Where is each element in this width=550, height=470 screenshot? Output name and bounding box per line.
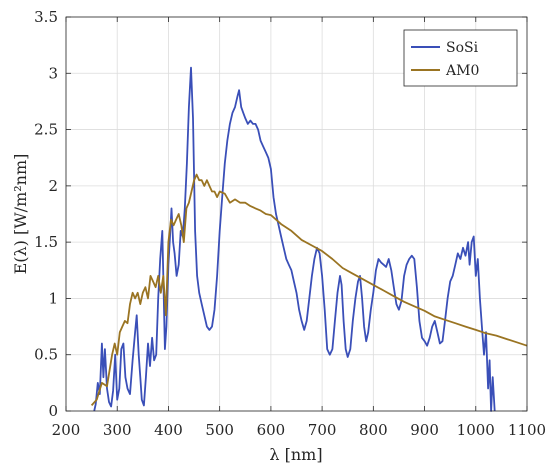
y-tick-label: 0.5 [34,346,58,364]
y-tick-label: 3 [48,64,58,82]
series-layer [90,66,528,412]
legend: SoSi AM0 [403,29,518,87]
x-tick-label: 1100 [508,421,546,439]
y-tick-label: 2.5 [34,121,58,139]
x-tick-label: 600 [257,421,286,439]
plot-frame [65,16,528,412]
x-tick-label: 700 [308,421,337,439]
y-tick-label: 2 [48,177,58,195]
x-tick-label: 1000 [457,421,495,439]
y-tick-label: 3.5 [34,8,58,26]
legend-box [403,29,518,87]
y-ticks: 0 0.5 1 1.5 2 2.5 3 3.5 [34,8,527,420]
x-axis-label: λ [nm] [269,445,322,464]
y-tick-label: 1 [48,289,58,307]
x-tick-label: 400 [154,421,183,439]
legend-label-sosi: SoSi [446,40,479,56]
series-line-am0 [90,173,528,407]
y-tick-label: 1.5 [34,233,58,251]
x-tick-label: 300 [103,421,132,439]
y-axis-label: E(λ) [W/m²nm] [11,154,30,275]
y-tick-label: 0 [48,402,58,420]
series-line-sosi [93,66,496,412]
x-tick-label: 900 [410,421,439,439]
x-tick-label: 800 [359,421,388,439]
legend-label-am0: AM0 [445,63,479,79]
x-tick-label: 500 [205,421,234,439]
x-tick-label: 200 [52,421,81,439]
x-ticks: 200 300 400 500 600 700 800 900 1000 1100 [52,17,546,439]
